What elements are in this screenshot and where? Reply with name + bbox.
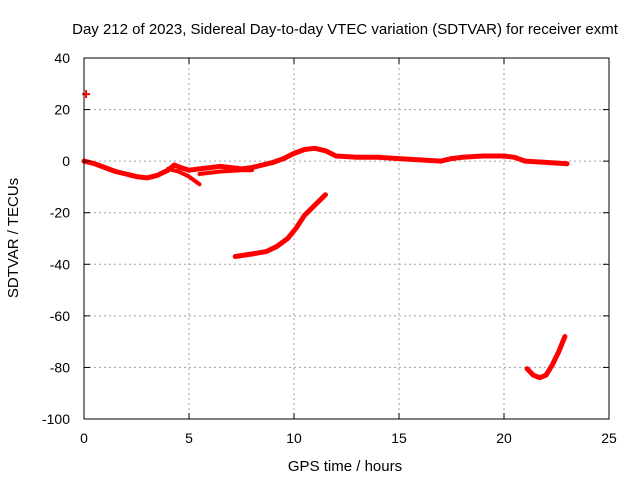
x-tick-label: 15 (391, 430, 407, 446)
axis-ticks (83, 57, 610, 420)
y-tick-label: 0 (62, 153, 70, 169)
y-tick-label: -60 (50, 308, 70, 324)
series-middle-arc (232, 192, 328, 259)
y-tick-label: -20 (50, 205, 70, 221)
y-tick-label: 40 (54, 50, 70, 66)
x-tick-label: 25 (601, 430, 617, 446)
grid-lines (84, 58, 609, 419)
plot-frame (83, 57, 610, 420)
x-tick-label: 10 (286, 430, 302, 446)
series-bottom-arc (524, 334, 568, 381)
x-tick-label: 5 (185, 430, 193, 446)
y-tick-label: -100 (42, 411, 70, 427)
chart-title: Day 212 of 2023, Sidereal Day-to-day VTE… (72, 21, 619, 38)
y-tick-label: 20 (54, 102, 70, 118)
y-axis-label: SDTVAR / TECUs (5, 178, 22, 298)
series-main (81, 145, 570, 181)
series-lower-band (197, 168, 254, 176)
x-tick-label: 0 (80, 430, 88, 446)
series-outlier (82, 90, 91, 99)
x-tick-label: 20 (496, 430, 512, 446)
y-tick-labels: -100 -80 -60 -40 -20 0 20 40 (42, 50, 70, 427)
x-axis-label: GPS time / hours (288, 458, 402, 475)
y-tick-label: -40 (50, 256, 70, 272)
series-lower-branch (166, 166, 202, 187)
y-tick-label: -80 (50, 359, 70, 375)
x-tick-labels: 0 5 10 15 20 25 (80, 430, 617, 446)
data-series (81, 90, 570, 381)
